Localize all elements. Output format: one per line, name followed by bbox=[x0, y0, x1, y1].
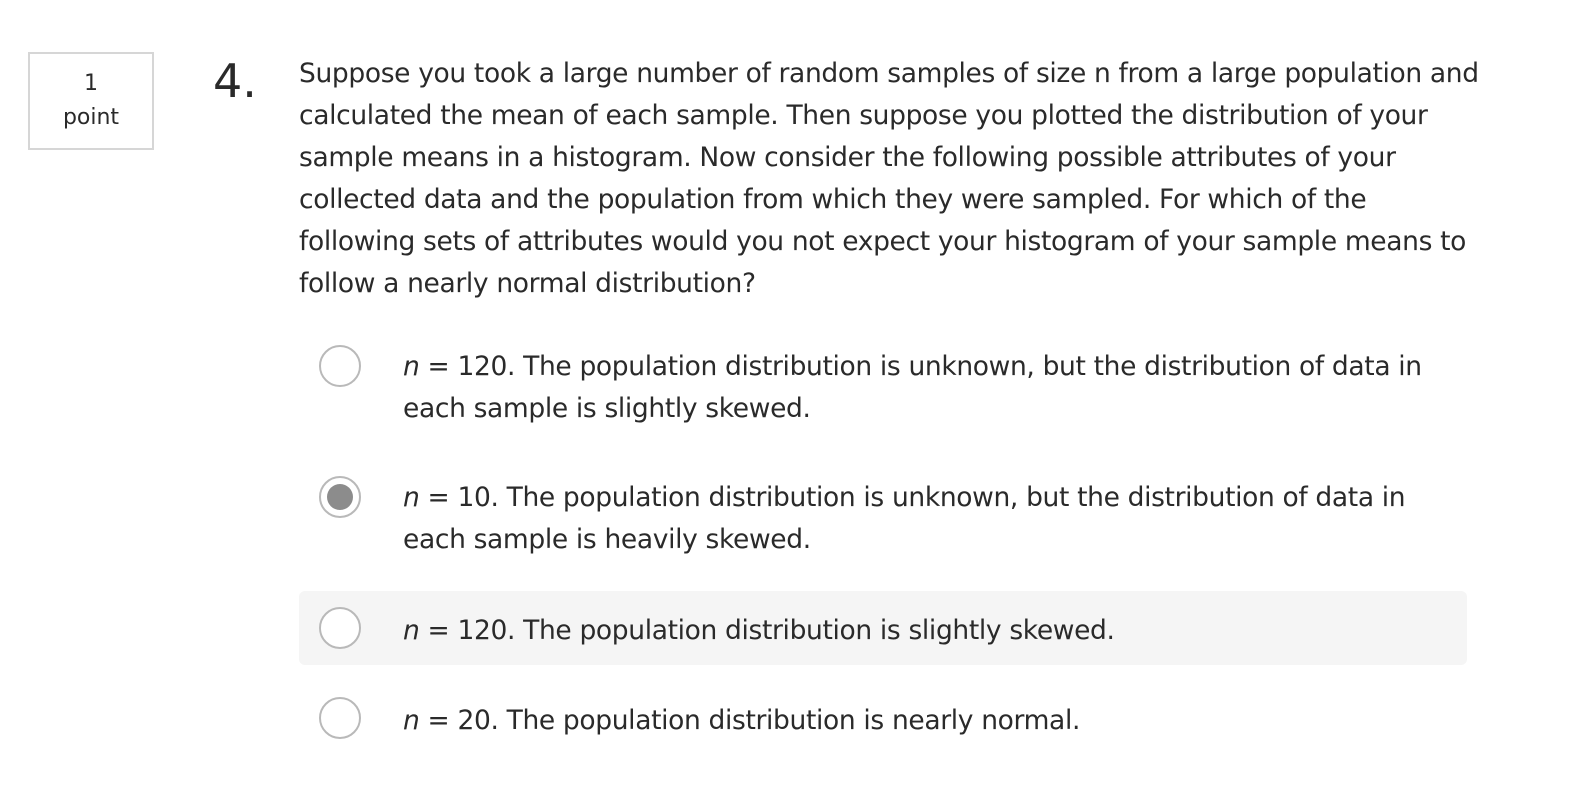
option-3-variable: n bbox=[403, 615, 420, 646]
option-1-variable: n bbox=[403, 351, 420, 382]
question-prompt: Suppose you took a large number of rando… bbox=[299, 58, 1479, 299]
option-4-radio[interactable] bbox=[319, 697, 361, 739]
option-4[interactable]: n = 20. The population distribution is n… bbox=[299, 681, 1467, 755]
option-1-label[interactable]: n = 120. The population distribution is … bbox=[403, 346, 1453, 430]
option-3-radio[interactable] bbox=[319, 607, 361, 649]
option-4-text: = 20. The population distribution is nea… bbox=[419, 705, 1081, 736]
points-value: 1 bbox=[84, 71, 98, 96]
option-4-variable: n bbox=[403, 705, 420, 736]
option-4-label[interactable]: n = 20. The population distribution is n… bbox=[403, 700, 1453, 742]
option-2[interactable]: n = 10. The population distribution is u… bbox=[299, 456, 1467, 566]
option-2-radio[interactable] bbox=[319, 476, 361, 518]
option-2-variable: n bbox=[403, 482, 420, 513]
option-1[interactable]: n = 120. The population distribution is … bbox=[299, 325, 1467, 435]
option-1-text: = 120. The population distribution is un… bbox=[403, 351, 1422, 424]
option-3-label[interactable]: n = 120. The population distribution is … bbox=[403, 610, 1453, 652]
option-2-text: = 10. The population distribution is unk… bbox=[403, 482, 1406, 555]
option-3-text: = 120. The population distribution is sl… bbox=[419, 615, 1115, 646]
option-2-label[interactable]: n = 10. The population distribution is u… bbox=[403, 477, 1453, 561]
option-3[interactable]: n = 120. The population distribution is … bbox=[299, 591, 1467, 665]
points-badge: 1 point bbox=[28, 52, 154, 150]
option-1-radio[interactable] bbox=[319, 345, 361, 387]
question-number: 4. bbox=[213, 54, 257, 108]
points-label: point bbox=[62, 105, 120, 130]
